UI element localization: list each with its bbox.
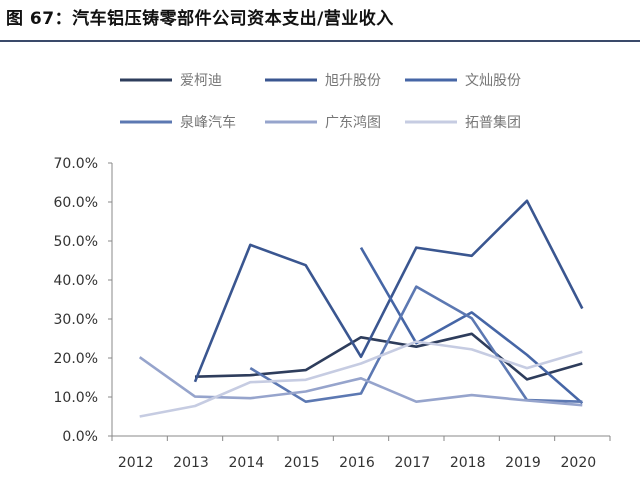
series-line-2 [193, 199, 584, 383]
x-tick-label: 2020 [561, 455, 597, 471]
series-line-3 [359, 246, 584, 405]
x-tick-label: 2013 [173, 455, 209, 471]
y-tick-label: 40.0% [54, 273, 98, 289]
y-tick-label: 60.0% [54, 195, 98, 211]
x-tick-label: 2017 [395, 455, 431, 471]
x-tick-label: 2014 [229, 455, 265, 471]
x-tick-label: 2012 [118, 455, 154, 471]
x-tick-label: 2016 [339, 455, 375, 471]
x-tick-label: 2015 [284, 455, 320, 471]
x-tick-label: 2019 [505, 455, 541, 471]
x-tick-label: 2018 [450, 455, 486, 471]
legend-label: 广东鸿图 [325, 114, 381, 131]
y-tick-label: 70.0% [54, 156, 98, 172]
y-tick-label: 30.0% [54, 312, 98, 328]
legend-label: 旭升股份 [325, 73, 381, 89]
legend-label: 文灿股份 [465, 73, 521, 89]
y-tick-label: 10.0% [54, 390, 98, 406]
y-tick-label: 0.0% [62, 429, 98, 445]
y-tick-label: 50.0% [54, 234, 98, 250]
legend-label: 拓普集团 [465, 114, 521, 131]
figure-title: 图 67：汽车铝压铸零部件公司资本支出/营业收入 [6, 9, 394, 29]
title-divider [0, 40, 640, 42]
legend-label: 泉峰汽车 [180, 114, 236, 131]
legend-label: 爱柯迪 [180, 73, 222, 89]
y-tick-label: 20.0% [54, 351, 98, 367]
